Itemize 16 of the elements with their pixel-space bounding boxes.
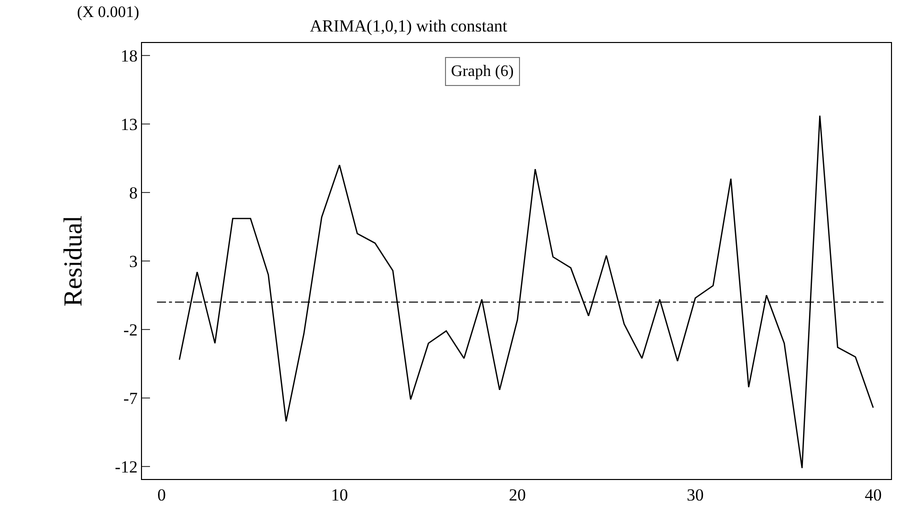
x-tick-label: 40	[864, 485, 882, 504]
y-tick-label: 18	[120, 46, 138, 66]
x-tick-label: 30	[686, 485, 704, 504]
x-tick-label: 0	[157, 485, 166, 504]
y-tick-label: -2	[123, 320, 138, 340]
x-tick-label: 20	[508, 485, 526, 504]
x-tick-label: 10	[330, 485, 348, 504]
y-tick-label: -7	[123, 389, 138, 408]
y-axis-title: Residual	[58, 216, 88, 306]
y-tick-label: 8	[129, 183, 138, 202]
chart-title: ARIMA(1,0,1) with constant	[310, 16, 508, 36]
y-tick-label: 3	[129, 252, 138, 271]
annotation: Graph (6)	[451, 63, 514, 80]
y-tick-label: -12	[114, 458, 138, 477]
text: (X 0.001)	[77, 4, 140, 21]
y-tick-label: 13	[120, 114, 138, 134]
